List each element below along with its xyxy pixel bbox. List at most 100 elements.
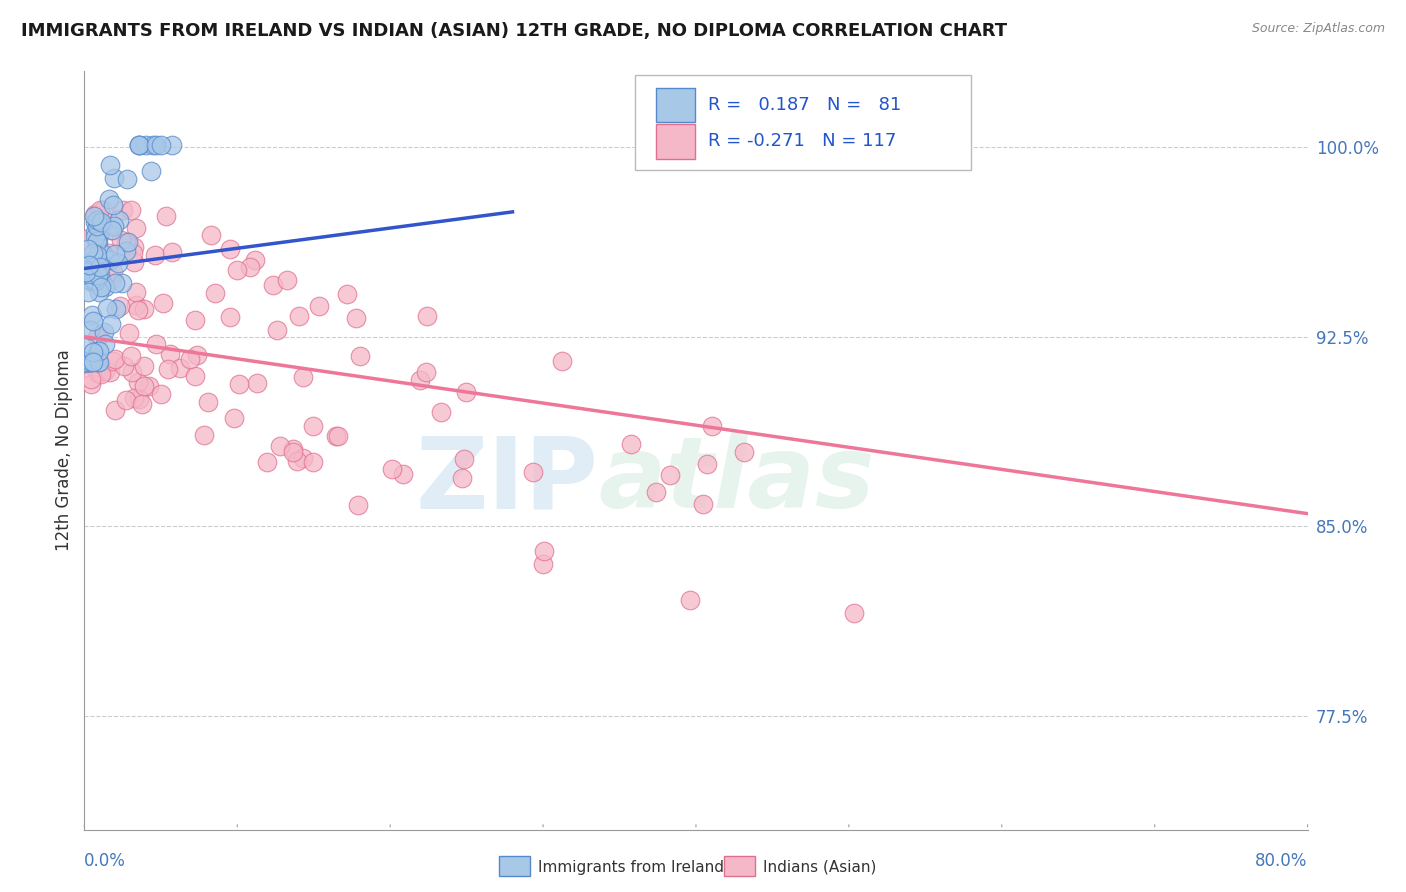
Point xyxy=(125,298,148,312)
Point xyxy=(139,164,162,178)
Point xyxy=(76,242,98,256)
Point xyxy=(115,244,138,259)
Point xyxy=(75,355,97,369)
Point xyxy=(700,419,723,434)
Point xyxy=(115,235,138,250)
Point xyxy=(86,235,108,250)
Point xyxy=(118,326,141,340)
Point xyxy=(291,450,314,465)
Point xyxy=(262,278,284,293)
Point xyxy=(115,172,138,186)
Point xyxy=(336,286,359,301)
Point xyxy=(416,310,439,324)
Text: 80.0%: 80.0% xyxy=(1256,853,1308,871)
Point xyxy=(184,369,207,384)
Point xyxy=(125,221,148,235)
Point xyxy=(239,260,262,275)
Point xyxy=(143,248,166,262)
Point xyxy=(112,203,135,218)
Point xyxy=(76,285,98,300)
Point xyxy=(453,452,475,467)
Point xyxy=(131,397,153,411)
Point xyxy=(79,273,101,287)
Point xyxy=(243,252,266,267)
Point xyxy=(218,310,240,325)
Point xyxy=(80,377,103,392)
Point xyxy=(103,219,125,233)
Point xyxy=(325,429,347,443)
Point xyxy=(409,373,432,387)
Point xyxy=(301,455,323,469)
Point xyxy=(169,361,191,376)
FancyBboxPatch shape xyxy=(655,88,695,122)
Text: R =   0.187   N =   81: R = 0.187 N = 81 xyxy=(709,95,901,113)
Point xyxy=(75,357,97,371)
Point xyxy=(328,428,350,442)
Point xyxy=(160,245,183,260)
Point xyxy=(125,285,148,299)
Point xyxy=(101,354,124,368)
Point xyxy=(77,355,100,369)
Point xyxy=(101,198,124,212)
Point xyxy=(696,457,718,471)
Point xyxy=(86,330,108,344)
Point xyxy=(184,313,207,327)
Point xyxy=(87,355,110,369)
Point xyxy=(349,349,371,363)
Point xyxy=(86,235,108,249)
Point xyxy=(522,465,544,479)
Point xyxy=(93,203,115,218)
Point xyxy=(90,223,112,237)
Point xyxy=(84,274,107,288)
Point xyxy=(89,260,111,274)
Point xyxy=(276,273,298,287)
Point xyxy=(79,323,101,337)
Point xyxy=(82,272,104,286)
Point xyxy=(80,275,103,289)
Point xyxy=(451,471,474,485)
Point xyxy=(283,445,305,459)
Point xyxy=(93,325,115,339)
Point xyxy=(108,213,131,227)
Point xyxy=(142,137,165,152)
Point xyxy=(121,365,143,379)
Point xyxy=(733,444,755,458)
Point xyxy=(98,252,121,267)
Point xyxy=(96,301,118,315)
Point xyxy=(381,462,404,476)
Point xyxy=(86,234,108,248)
Point xyxy=(266,323,288,337)
Point xyxy=(100,158,122,172)
Text: R = -0.271   N = 117: R = -0.271 N = 117 xyxy=(709,132,897,150)
Point xyxy=(107,256,129,270)
Text: Indians (Asian): Indians (Asian) xyxy=(763,860,877,874)
Point xyxy=(269,439,291,453)
Point xyxy=(89,224,111,238)
Point xyxy=(551,354,574,368)
Point xyxy=(103,402,125,417)
Point xyxy=(75,257,97,271)
Point xyxy=(156,362,179,376)
Point xyxy=(80,353,103,368)
Text: Source: ZipAtlas.com: Source: ZipAtlas.com xyxy=(1251,22,1385,36)
Point xyxy=(679,593,702,607)
Point xyxy=(454,384,477,399)
Point xyxy=(122,255,145,269)
Point xyxy=(75,340,97,354)
Point xyxy=(94,249,117,263)
Point xyxy=(186,348,208,362)
Point xyxy=(104,247,127,261)
Point xyxy=(150,137,173,152)
Point xyxy=(283,442,305,456)
Point xyxy=(86,212,108,227)
Point xyxy=(100,222,122,236)
Point xyxy=(82,344,104,359)
Point xyxy=(87,367,110,381)
Point xyxy=(219,243,242,257)
Point xyxy=(692,497,714,511)
Point xyxy=(89,220,111,235)
Point xyxy=(152,296,174,310)
Point xyxy=(75,265,97,279)
Point xyxy=(246,376,269,390)
Point xyxy=(110,233,132,247)
